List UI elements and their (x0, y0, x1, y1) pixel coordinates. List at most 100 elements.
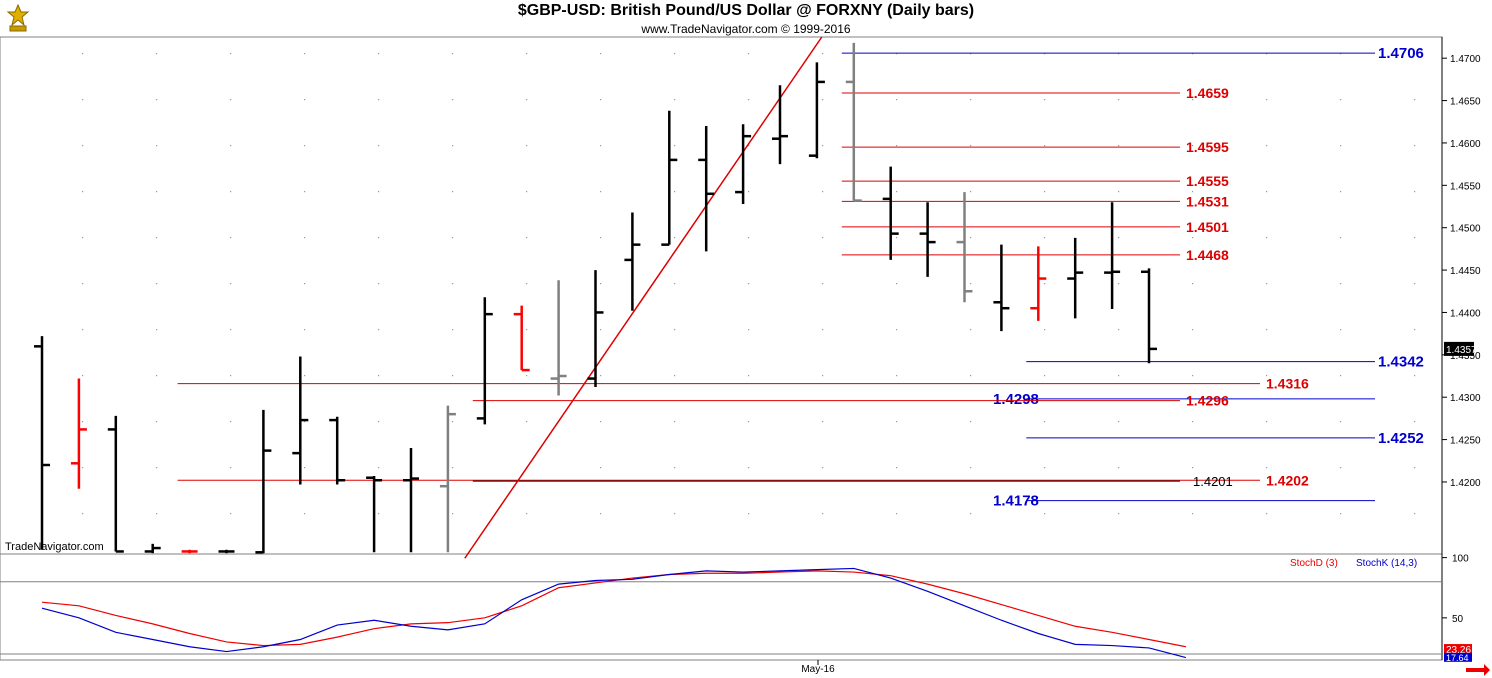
ohlc-bar (1104, 202, 1121, 310)
grid-dot (822, 145, 824, 147)
stoch-series-line (41, 570, 1187, 648)
grid-dot (156, 53, 158, 55)
grid-dot (304, 283, 306, 285)
grid-dot (600, 329, 602, 331)
grid-dot (526, 329, 528, 331)
grid-dot (748, 467, 750, 469)
grid-dot (82, 237, 84, 239)
level-label: 1.4531 (1186, 193, 1229, 209)
grid-dot (822, 421, 824, 423)
grid-dot (674, 191, 676, 193)
grid-dot (674, 99, 676, 101)
ohlc-bar (181, 549, 198, 554)
stoch-legend-label: StochD (3) (1290, 558, 1338, 569)
level-label: 1.4298 (993, 391, 1039, 408)
grid-dot (378, 375, 380, 377)
y-tick-label: 1.4250 (1450, 436, 1481, 447)
grid-dot (230, 513, 232, 515)
level-label: 1.4706 (1378, 45, 1424, 62)
y-tick-label: 1.4450 (1450, 266, 1481, 277)
ohlc-bar (218, 549, 235, 554)
grid-dot (822, 99, 824, 101)
level-label: 1.4252 (1378, 430, 1424, 447)
ohlc-bar (513, 305, 530, 372)
grid-dot (378, 329, 380, 331)
stoch-k-value-box (1444, 652, 1472, 662)
y-tick-label: 1.4650 (1450, 97, 1481, 108)
copyright-text: www.TradeNavigator.com © 1999-2016 (641, 22, 851, 36)
grid-dot (1266, 375, 1268, 377)
grid-dot (822, 237, 824, 239)
grid-dot (230, 421, 232, 423)
level-label: 1.4178 (993, 493, 1039, 510)
grid-dot (156, 467, 158, 469)
grid-dot (1266, 421, 1268, 423)
grid-dot (82, 53, 84, 55)
grid-dot (674, 329, 676, 331)
ohlc-bar (772, 85, 788, 165)
grid-dot (378, 467, 380, 469)
grid-dot (1044, 237, 1046, 239)
grid-dot (156, 513, 158, 515)
grid-dot (1414, 99, 1416, 101)
grid-dot (452, 421, 454, 423)
grid-dot (748, 283, 750, 285)
ohlc-bar (1067, 237, 1084, 319)
grid-dot (1118, 237, 1120, 239)
grid-dot (600, 145, 602, 147)
grid-dot (82, 329, 84, 331)
grid-dot (1044, 467, 1046, 469)
grid-dot (970, 145, 972, 147)
ohlc-bar (255, 409, 272, 554)
grid-dot (1340, 375, 1342, 377)
grid-dot (452, 191, 454, 193)
ohlc-bar (919, 202, 936, 277)
trade-navigator-logo-icon (6, 3, 30, 32)
grid-dot (822, 513, 824, 515)
grid-dot (970, 513, 972, 515)
grid-dot (230, 283, 232, 285)
grid-dot (1118, 329, 1120, 331)
grid-dot (600, 375, 602, 377)
ohlc-bar (882, 166, 899, 260)
grid-dot (1192, 375, 1194, 377)
ohlc-bar (1030, 246, 1047, 321)
level-label: 1.4501 (1186, 219, 1229, 235)
grid-dot (230, 145, 232, 147)
grid-dot (230, 53, 232, 55)
grid-dot (822, 53, 824, 55)
grid-dot (230, 329, 232, 331)
grid-dot (378, 421, 380, 423)
grid-dot (1340, 99, 1342, 101)
stoch-y-tick-label: 100 (1452, 554, 1469, 565)
grid-dot (600, 467, 602, 469)
grid-dot (1192, 99, 1194, 101)
grid-dot (452, 467, 454, 469)
grid-dot (304, 237, 306, 239)
ohlc-bar (698, 125, 715, 252)
grid-dot (230, 375, 232, 377)
level-label: 1.4201 (1193, 474, 1233, 489)
grid-dot (526, 145, 528, 147)
grid-dot (748, 375, 750, 377)
ohlc-bar (107, 415, 124, 553)
ohlc-bar (329, 416, 346, 485)
grid-dot (896, 237, 898, 239)
scroll-right-arrow-icon[interactable] (1466, 664, 1490, 676)
grid-dot (600, 53, 602, 55)
grid-dot (1192, 283, 1194, 285)
grid-dot (452, 237, 454, 239)
grid-dot (1192, 467, 1194, 469)
y-tick-label: 1.4550 (1450, 181, 1481, 192)
time-axis: May-16 (801, 660, 835, 675)
y-tick-label: 1.4300 (1450, 393, 1481, 404)
y-tick-label: 1.4400 (1450, 308, 1481, 319)
grid-dot (378, 283, 380, 285)
grid-dot (304, 513, 306, 515)
grid-dot (82, 513, 84, 515)
grid-dot (452, 99, 454, 101)
grid-dot (822, 191, 824, 193)
grid-dot (1044, 513, 1046, 515)
stoch-d-value-box (1444, 644, 1472, 656)
